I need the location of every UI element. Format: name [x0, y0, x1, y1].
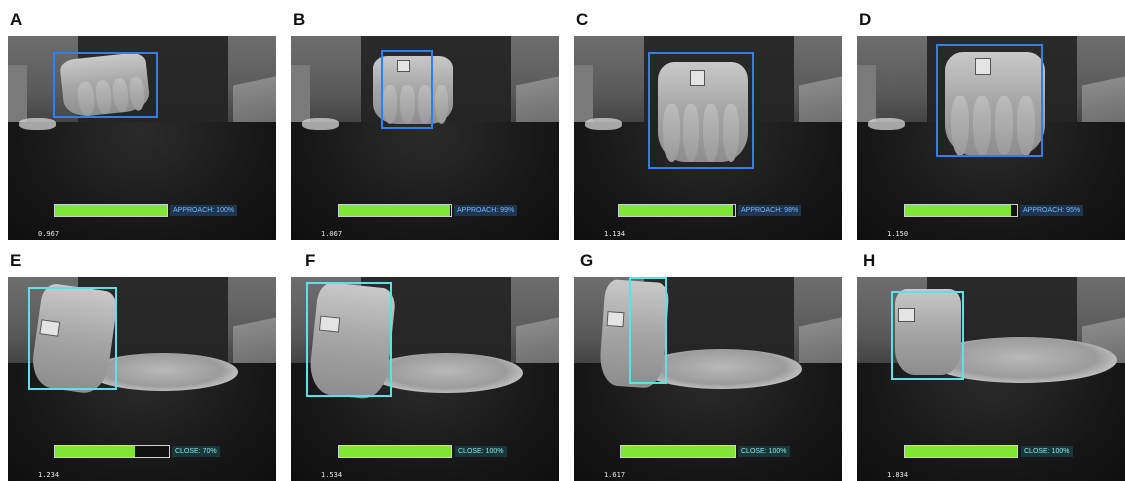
close-bounding-box — [891, 291, 964, 380]
approach-bounding-box — [381, 50, 433, 129]
plate — [88, 353, 238, 391]
panel-letter: H — [863, 251, 876, 270]
progress-bar — [338, 445, 452, 458]
progress-bar-fill — [339, 205, 450, 216]
panel-letter: A — [10, 10, 23, 29]
timestamp: 1.834 — [887, 471, 909, 479]
timestamp: 1.534 — [321, 471, 343, 479]
panel-f: F CLOSE: 100% 1.534 — [291, 251, 559, 481]
hand — [658, 62, 748, 162]
progress-bar — [618, 204, 736, 217]
close-bounding-box — [629, 277, 667, 384]
status-label: APPROACH: 98% — [738, 205, 802, 216]
camera-frame: APPROACH: 99% 1.067 — [291, 36, 559, 240]
panel-letter: E — [10, 251, 22, 270]
hand — [895, 289, 961, 375]
camera-frame: APPROACH: 98% 1.134 — [574, 36, 842, 240]
status-label: CLOSE: 100% — [455, 446, 507, 457]
panel-a: A APPROACH: 100% 0.967 — [8, 10, 276, 240]
progress-bar — [54, 445, 170, 458]
panel-letter: D — [859, 10, 872, 29]
camera-frame: CLOSE: 100% 1.534 — [291, 277, 559, 481]
progress-bar — [54, 204, 168, 217]
panel-letter: G — [580, 251, 594, 270]
camera-frame: CLOSE: 70% 1.234 — [8, 277, 276, 481]
progress-bar-fill — [905, 446, 1017, 457]
progress-bar-fill — [621, 446, 735, 457]
plate — [369, 353, 523, 393]
panel-c: C APPROACH: 98% 1.134 — [574, 10, 842, 240]
hand — [945, 52, 1045, 156]
panel-letter: B — [293, 10, 306, 29]
panel-d: D APPROACH: 95% 1.150 — [857, 10, 1125, 240]
progress-bar — [904, 204, 1018, 217]
approach-bounding-box — [648, 52, 754, 169]
progress-bar-fill — [339, 446, 451, 457]
panel-b: B APPROACH: 99% 1.067 — [291, 10, 559, 240]
progress-bar — [620, 445, 736, 458]
status-label: CLOSE: 100% — [738, 446, 790, 457]
camera-frame: CLOSE: 100% 1.834 — [857, 277, 1125, 481]
progress-bar — [338, 204, 452, 217]
timestamp: 1.234 — [38, 471, 60, 479]
progress-bar-fill — [905, 205, 1012, 216]
panel-g: G CLOSE: 100% 1.617 — [574, 251, 842, 481]
hand — [373, 56, 453, 124]
status-label: CLOSE: 70% — [172, 446, 220, 457]
panel-letter: F — [305, 251, 316, 270]
plate — [642, 349, 802, 389]
camera-frame: CLOSE: 100% 1.617 — [574, 277, 842, 481]
status-label: APPROACH: 99% — [454, 205, 518, 216]
progress-bar-fill — [619, 205, 733, 216]
close-bounding-box — [306, 282, 392, 397]
status-label: APPROACH: 95% — [1020, 205, 1084, 216]
timestamp: 1.617 — [604, 471, 626, 479]
timestamp: 0.967 — [38, 230, 60, 238]
approach-bounding-box — [53, 52, 158, 118]
status-label: APPROACH: 100% — [170, 205, 238, 216]
panel-e: E CLOSE: 70% 1.234 — [8, 251, 276, 481]
panel-h: H CLOSE: 100% 1.834 — [857, 251, 1125, 481]
approach-bounding-box — [936, 44, 1043, 157]
panel-letter: C — [576, 10, 589, 29]
close-bounding-box — [28, 287, 117, 390]
progress-bar-fill — [55, 446, 135, 457]
camera-frame: APPROACH: 100% 0.967 — [8, 36, 276, 240]
camera-frame: APPROACH: 95% 1.150 — [857, 36, 1125, 240]
timestamp: 1.150 — [887, 230, 909, 238]
timestamp: 1.134 — [604, 230, 626, 238]
progress-bar — [904, 445, 1018, 458]
status-label: CLOSE: 100% — [1021, 446, 1073, 457]
progress-bar-fill — [55, 205, 167, 216]
timestamp: 1.067 — [321, 230, 343, 238]
